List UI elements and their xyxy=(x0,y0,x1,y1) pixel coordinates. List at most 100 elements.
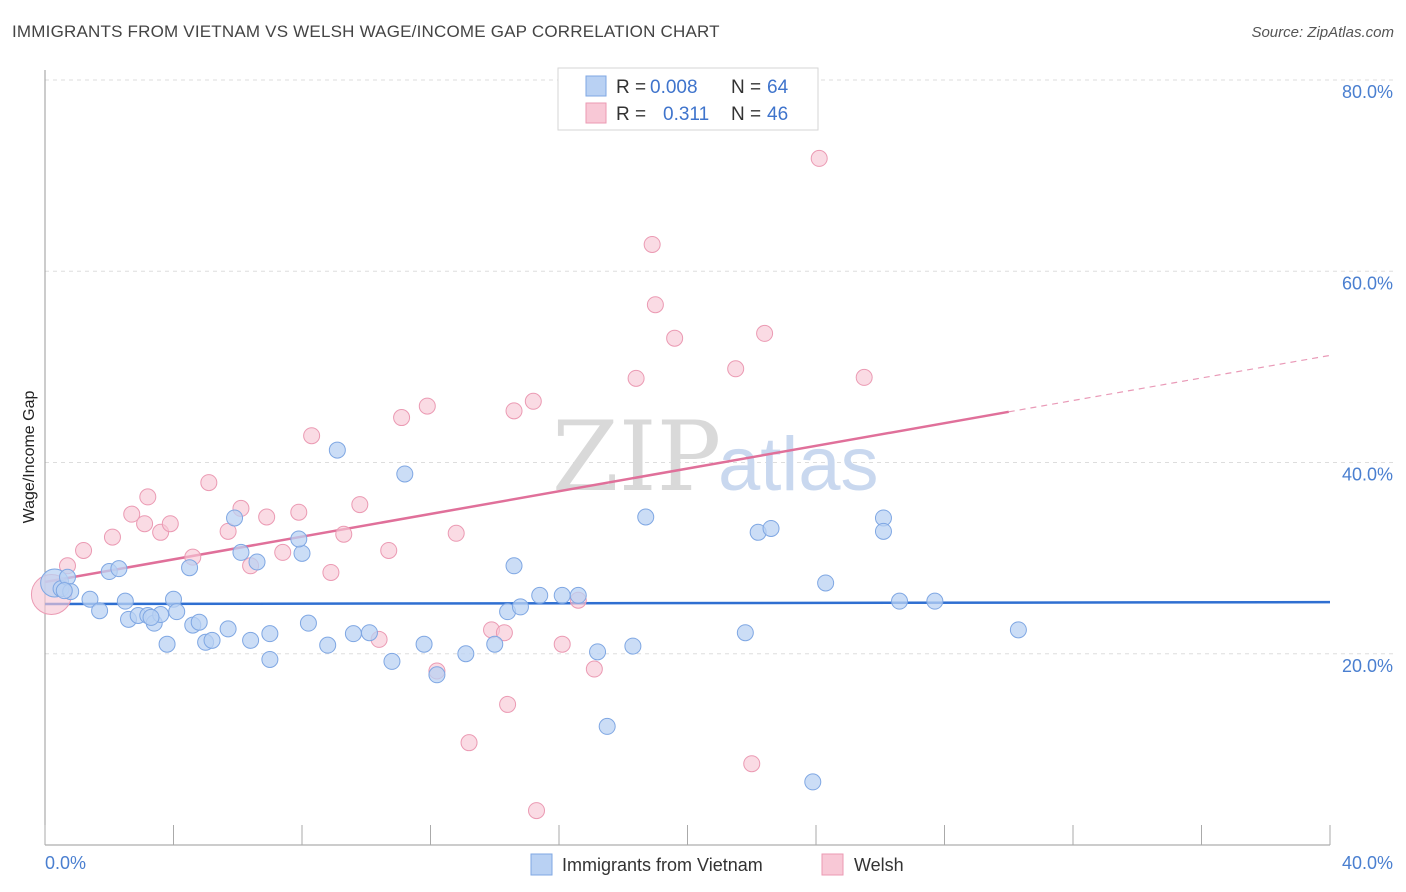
welsh-point xyxy=(743,755,761,773)
welsh-point xyxy=(495,624,513,642)
vietnam-point xyxy=(328,441,346,459)
vietnam-point xyxy=(891,592,909,610)
vietnam-point xyxy=(344,625,362,643)
trend-line-welsh-extension xyxy=(1008,354,1331,413)
bottom-legend-swatch-welsh xyxy=(821,853,844,876)
legend-n-label-vietnam: N = xyxy=(731,77,761,98)
vietnam-point xyxy=(55,582,73,600)
vietnam-point xyxy=(817,574,835,592)
welsh-point xyxy=(643,235,661,253)
vietnam-point xyxy=(415,635,433,653)
welsh-point xyxy=(380,541,398,559)
welsh-point xyxy=(727,360,745,378)
welsh-point xyxy=(136,515,154,533)
vietnam-point xyxy=(232,543,250,561)
vietnam-point xyxy=(569,586,587,604)
welsh-point xyxy=(505,402,523,420)
x-ticks xyxy=(44,825,1331,845)
vietnam-point xyxy=(926,592,944,610)
y-tick-label: 60.0% xyxy=(1342,273,1393,293)
vietnam-point xyxy=(203,631,221,649)
vietnam-point xyxy=(457,645,475,663)
watermark-atlas: atlas xyxy=(718,422,879,507)
vietnam-point xyxy=(589,643,607,661)
legend-n-label-welsh: N = xyxy=(731,104,761,125)
welsh-point xyxy=(855,368,873,386)
y-tick-label: 40.0% xyxy=(1342,465,1393,485)
welsh-point xyxy=(200,474,218,492)
legend-n-value-vietnam: 64 xyxy=(767,77,789,98)
legend-swatch-welsh xyxy=(585,102,607,124)
watermark-zip: ZIP xyxy=(552,401,721,513)
welsh-point xyxy=(499,695,517,713)
vietnam-point xyxy=(598,717,616,735)
y-tick-label: 80.0% xyxy=(1342,82,1393,102)
welsh-point xyxy=(447,524,465,542)
vietnam-point xyxy=(428,666,446,684)
welsh-point xyxy=(75,541,93,559)
welsh-point xyxy=(646,296,664,314)
welsh-point xyxy=(666,329,684,347)
welsh-point xyxy=(627,369,645,387)
welsh-point xyxy=(585,660,603,678)
welsh-point xyxy=(161,515,179,533)
vietnam-point xyxy=(299,614,317,632)
legend-r-value-vietnam: 0.008 xyxy=(650,77,698,98)
vietnam-point xyxy=(248,553,266,571)
welsh-point xyxy=(335,525,353,543)
source-credit: Source: ZipAtlas.com xyxy=(1251,24,1394,41)
vietnam-point xyxy=(486,635,504,653)
welsh-point xyxy=(460,734,478,752)
welsh-point xyxy=(139,488,157,506)
vietnam-point xyxy=(874,522,892,540)
y-axis-label: Wage/Income Gap xyxy=(21,391,38,524)
trend-line-vietnam xyxy=(44,600,1331,606)
vietnam-point xyxy=(637,508,655,526)
welsh-point xyxy=(103,528,121,546)
stats-legend: R = 0.008 N = 64 R = 0.311 N = 46 xyxy=(557,67,819,131)
vietnam-point xyxy=(293,544,311,562)
vietnam-point xyxy=(158,635,176,653)
vietnam-point xyxy=(91,602,109,620)
welsh-point xyxy=(274,543,292,561)
bottom-legend-swatch-vietnam xyxy=(530,853,553,876)
vietnam-points xyxy=(40,441,1027,791)
legend-swatch-vietnam xyxy=(585,75,607,97)
vietnam-point xyxy=(553,586,571,604)
trend-line-welsh xyxy=(44,410,1009,584)
vietnam-point xyxy=(1009,621,1027,639)
y-tick-labels: 20.0% 40.0% 60.0% 80.0% xyxy=(1342,82,1393,676)
vietnam-point xyxy=(290,530,308,548)
vietnam-point xyxy=(181,559,199,577)
vietnam-point xyxy=(531,586,549,604)
welsh-point xyxy=(418,397,436,415)
welsh-point xyxy=(524,392,542,410)
series-legend: Immigrants from Vietnam Welsh xyxy=(530,853,904,876)
vietnam-point xyxy=(261,625,279,643)
vietnam-point xyxy=(511,598,529,616)
x-tick-label-max: 40.0% xyxy=(1342,853,1393,873)
legend-n-value-welsh: 46 xyxy=(767,104,788,125)
vietnam-point xyxy=(116,592,134,610)
vietnam-point xyxy=(396,465,414,483)
vietnam-point xyxy=(762,519,780,537)
vietnam-point xyxy=(804,773,822,791)
welsh-point xyxy=(258,508,276,526)
welsh-point xyxy=(351,496,369,514)
bottom-legend-label-vietnam: Immigrants from Vietnam xyxy=(562,855,763,875)
welsh-point xyxy=(303,427,321,445)
watermark: ZIP atlas xyxy=(552,401,879,513)
welsh-point xyxy=(393,409,411,427)
vietnam-point xyxy=(110,560,128,578)
welsh-point xyxy=(810,149,828,167)
welsh-point xyxy=(123,505,141,523)
y-tick-label: 20.0% xyxy=(1342,656,1393,676)
chart-title: IMMIGRANTS FROM VIETNAM VS WELSH WAGE/IN… xyxy=(12,22,720,41)
legend-r-label-welsh: R = xyxy=(616,104,646,125)
vietnam-point xyxy=(736,624,754,642)
vietnam-point xyxy=(219,620,237,638)
welsh-point xyxy=(322,563,340,581)
welsh-point xyxy=(528,802,546,820)
vietnam-point xyxy=(81,590,99,608)
